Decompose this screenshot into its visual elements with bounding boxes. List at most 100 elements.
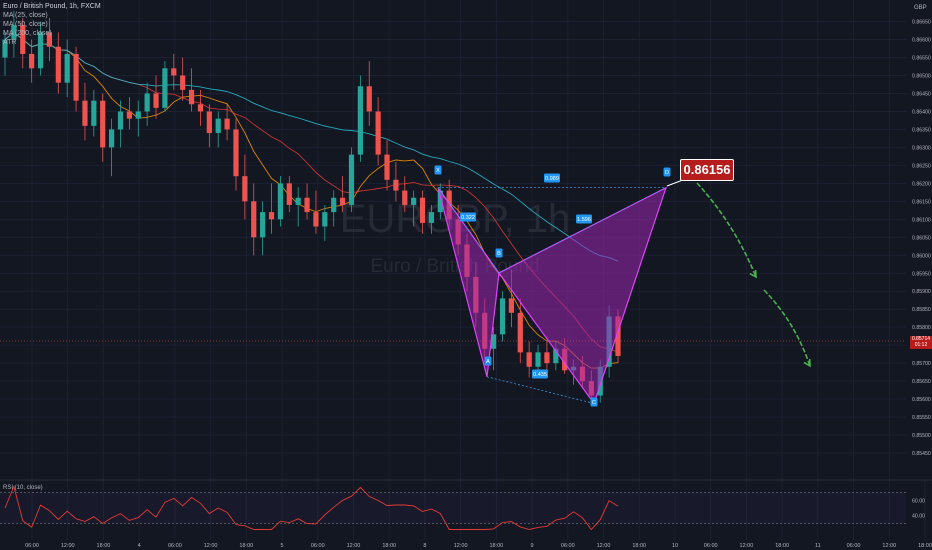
time-tick: 06:00 — [168, 543, 182, 549]
price-tick: 0.85650 — [912, 379, 931, 385]
candle-body — [109, 129, 115, 148]
time-tick: 06:00 — [25, 543, 39, 549]
point-x-bg — [434, 165, 442, 175]
price-tick: 0.86650 — [912, 20, 931, 26]
rsi-pane: 60.00 40.00 — [0, 485, 925, 531]
candle-body — [29, 53, 35, 69]
ratio-ac: 0.435 — [533, 372, 547, 378]
currency-label: GBP — [914, 5, 927, 11]
time-tick: 8 — [423, 543, 426, 549]
legend-ma200[interactable]: MA (200, close) — [3, 30, 52, 37]
point-b: B — [497, 251, 501, 257]
price-tick: 0.86200 — [912, 181, 931, 187]
time-tick: 12:00 — [204, 543, 218, 549]
candle-body — [419, 197, 426, 223]
time-tick: 18:00 — [489, 543, 503, 549]
time-tick: 11 — [815, 543, 821, 549]
projection-arrow-1 — [696, 182, 757, 278]
point-a: A — [486, 359, 490, 365]
projection-arrow-1-head — [749, 269, 757, 279]
legend-atr[interactable]: ATR — [3, 39, 17, 46]
point-d: D — [665, 170, 669, 176]
rsi-tick: 60.00 — [912, 498, 925, 504]
candle-body — [402, 190, 408, 205]
candle-body — [100, 100, 106, 148]
projection-arrow-2-head — [803, 358, 811, 368]
price-tick: 0.85900 — [912, 289, 931, 295]
time-tick: 5 — [281, 543, 284, 549]
candle-body — [117, 111, 124, 130]
point-c: C — [592, 400, 596, 406]
price-tick: 0.85700 — [912, 361, 931, 367]
candle-body — [491, 334, 497, 349]
candle-body — [366, 86, 372, 112]
candle-body — [411, 197, 417, 205]
price-tick: 0.85950 — [912, 271, 931, 277]
candle-body — [82, 100, 88, 126]
price-tick: 0.85600 — [912, 397, 931, 403]
candle-body — [615, 316, 621, 356]
candle-body — [2, 39, 8, 58]
time-tick: 12:00 — [882, 543, 896, 549]
candle-body — [357, 86, 363, 155]
candle-body — [171, 68, 177, 76]
legend-ma50[interactable]: MA (50, close) — [3, 21, 48, 28]
candle-body — [37, 32, 44, 69]
candle-body — [295, 197, 301, 205]
price-tick: 0.86500 — [912, 74, 931, 80]
time-tick: 10 — [672, 543, 678, 549]
price-tick: 0.86100 — [912, 217, 931, 223]
candle-body — [215, 118, 221, 134]
price-tick: 0.85500 — [912, 433, 931, 439]
ratio-xab: 0.322 — [461, 215, 475, 221]
candle-body — [233, 129, 239, 177]
candle-body — [162, 68, 168, 108]
price-tick: 0.86550 — [912, 56, 931, 62]
candle-body — [544, 352, 550, 364]
time-tick: 18:00 — [918, 543, 932, 549]
rsi-tick: 40.00 — [912, 514, 925, 520]
price-tick: 0.85800 — [912, 325, 931, 331]
candle-body — [64, 53, 70, 83]
price-tick: 0.86000 — [912, 253, 931, 259]
projection-arrow-2 — [763, 289, 811, 367]
price-tick: 0.86300 — [912, 145, 931, 151]
harmonic-pattern[interactable]: X A B C D 0.322 0.989 0.435 1.596 — [434, 165, 689, 407]
candle-body — [348, 154, 355, 205]
current-price-value: 0.85714 — [911, 336, 931, 342]
price-tick: 0.86600 — [912, 38, 931, 44]
candle-body — [331, 197, 337, 213]
candle-body — [260, 212, 266, 238]
projection-arrows — [696, 182, 811, 368]
time-tick: 9 — [531, 543, 534, 549]
price-tick: 0.86150 — [912, 199, 931, 205]
candle-body — [535, 352, 541, 367]
price-tick: 0.85850 — [912, 307, 931, 313]
candle-body — [526, 352, 532, 367]
price-axis[interactable]: 0.85450 0.85500 0.85550 0.85600 0.85650 0.857… — [906, 0, 932, 480]
price-tick: 0.86250 — [912, 163, 931, 169]
candle-body — [206, 111, 212, 134]
time-tick: 06:00 — [311, 543, 325, 549]
ma25-line — [4, 31, 619, 369]
target-price-callout: 0.86156 — [680, 159, 734, 181]
candle-body — [73, 53, 79, 101]
time-axis[interactable]: 06:00 12:00 18:00 4 06:00 12:00 18:00 5 06:00 12:… — [25, 543, 932, 549]
candle-body — [46, 32, 53, 47]
time-tick: 18:00 — [239, 543, 253, 549]
price-tick: 0.86350 — [912, 127, 931, 133]
rsi-legend[interactable]: RSI (10, close) — [3, 485, 43, 491]
time-tick: 12:00 — [61, 543, 75, 549]
candle-body — [393, 179, 399, 191]
time-tick: 12:00 — [454, 543, 468, 549]
candle-body — [251, 201, 257, 238]
legend-ma25[interactable]: MA (25, close) — [3, 12, 48, 19]
candle-body — [499, 298, 506, 335]
candle-body — [126, 111, 132, 119]
current-price-time: 01:12 — [914, 342, 928, 348]
point-c-bg — [590, 397, 598, 407]
ratio-bcd: 1.596 — [577, 217, 591, 223]
ratio-xad-bg — [544, 173, 560, 183]
candle-body — [135, 111, 141, 119]
